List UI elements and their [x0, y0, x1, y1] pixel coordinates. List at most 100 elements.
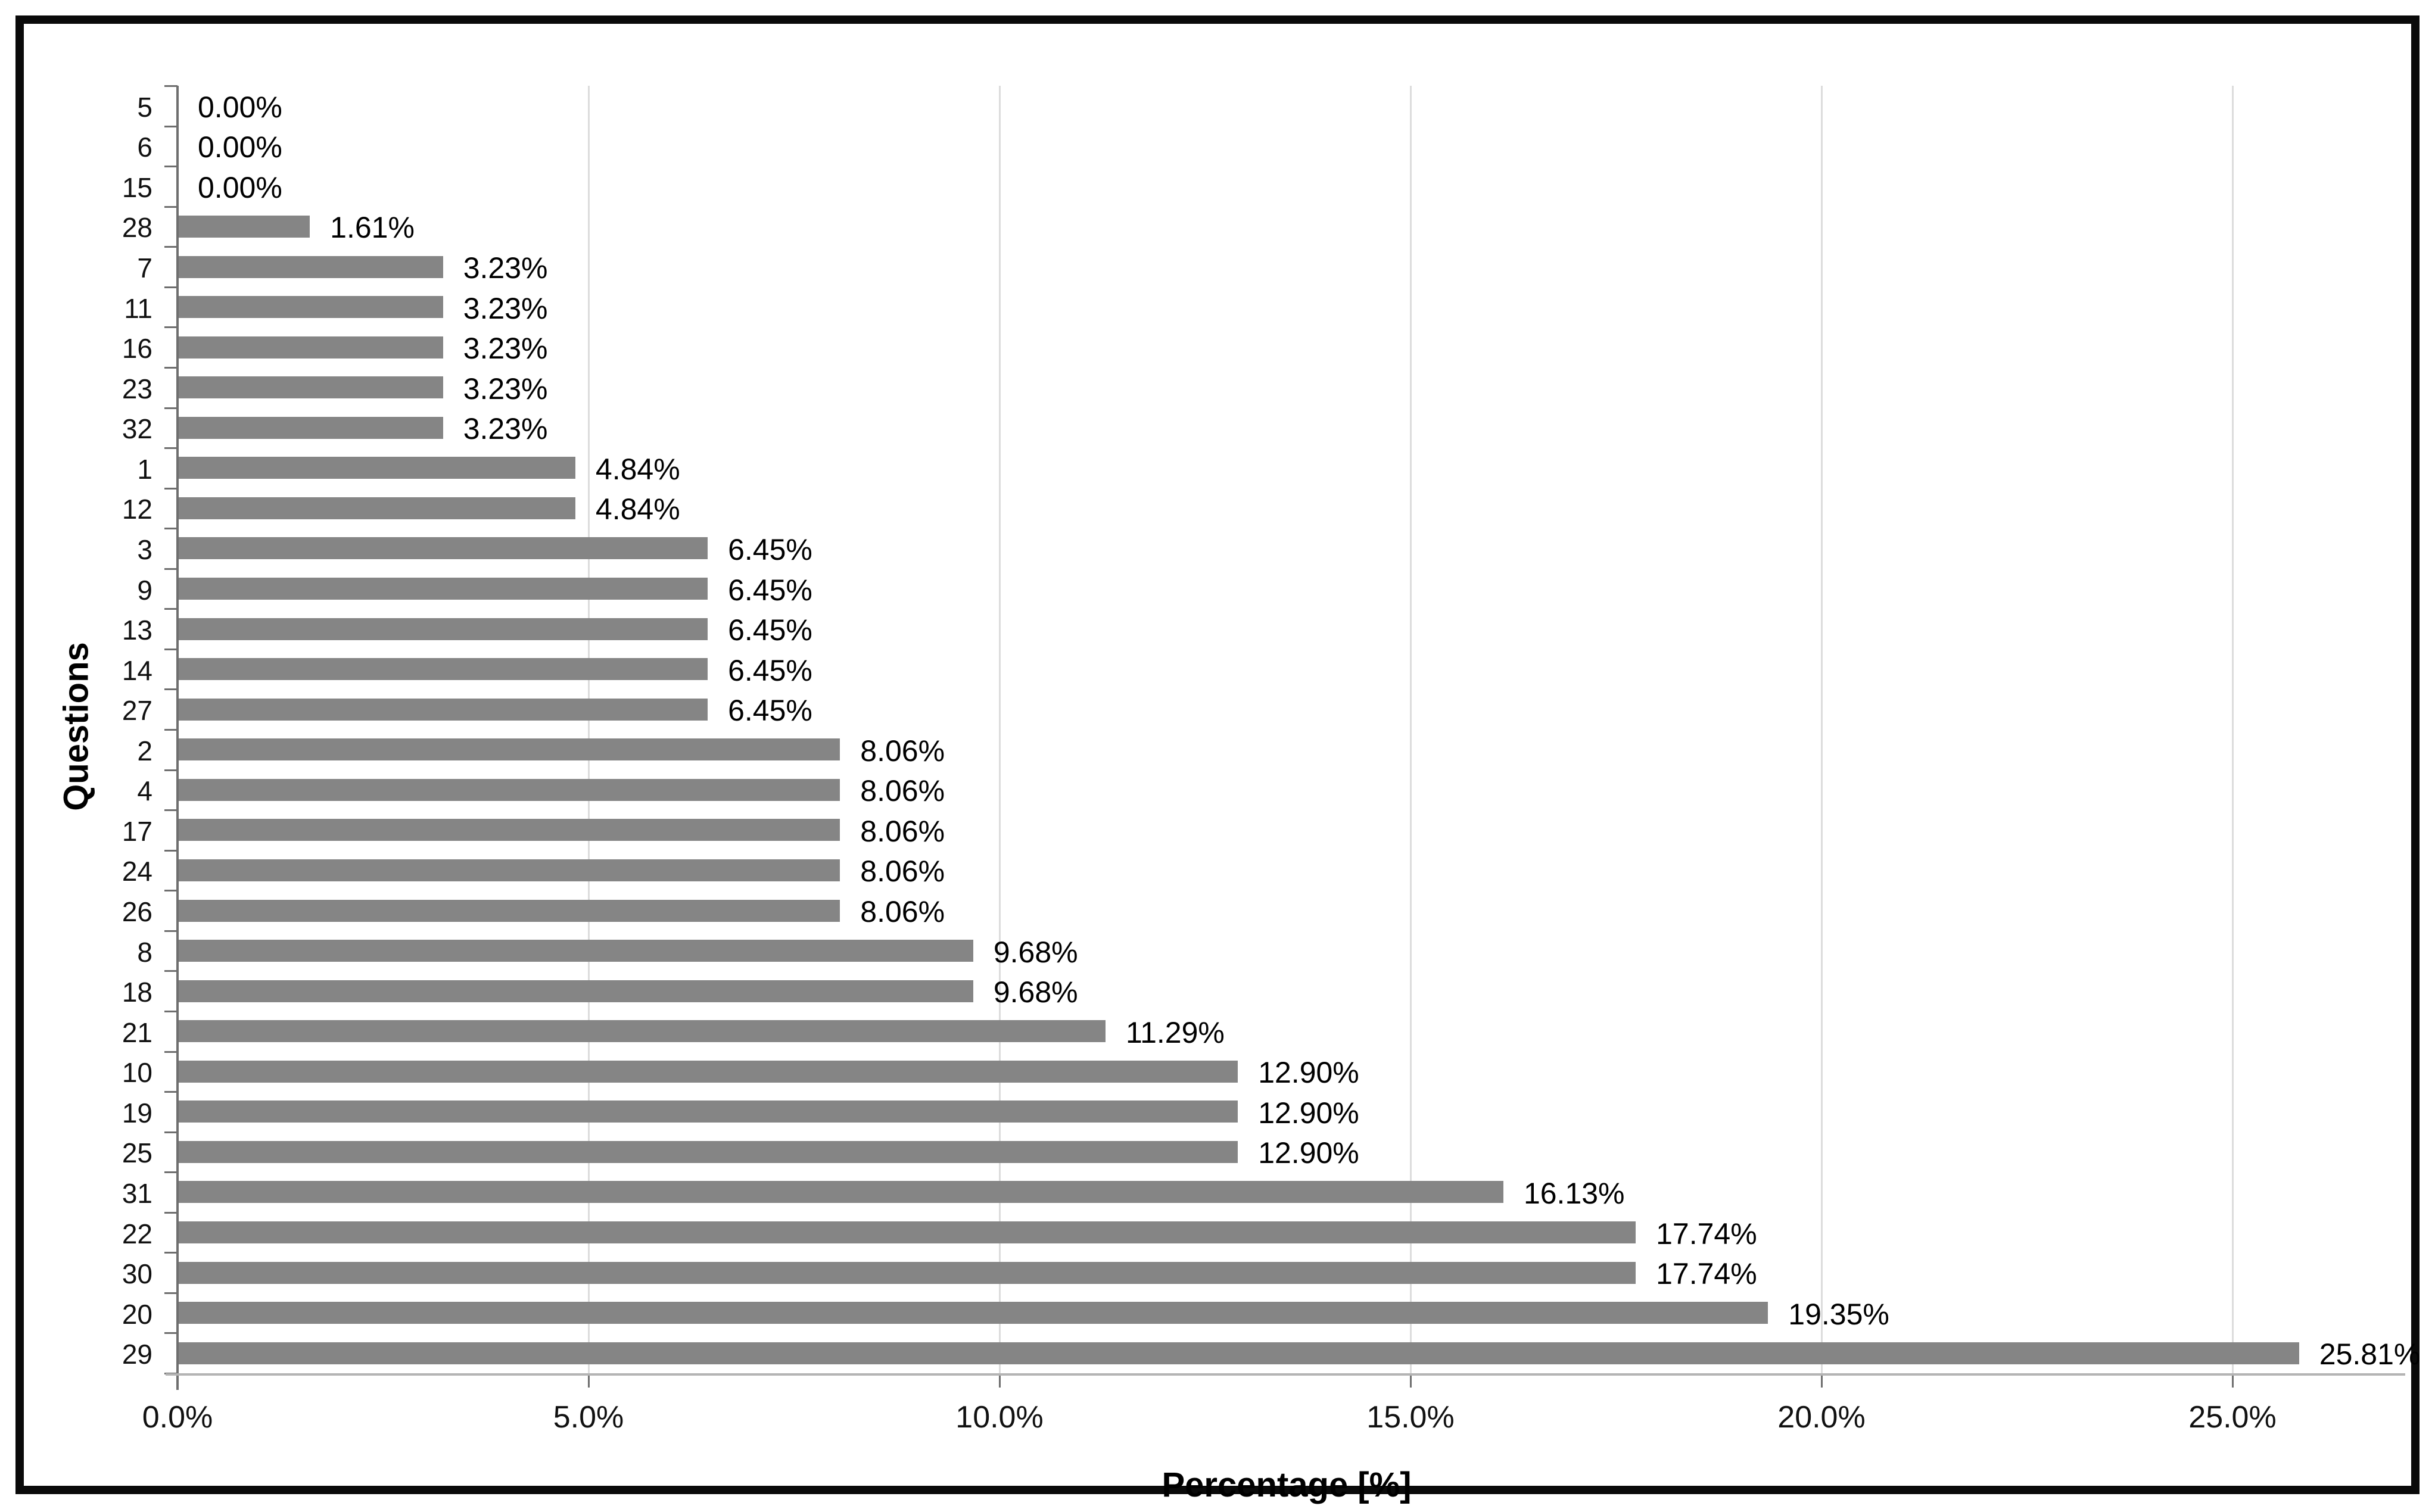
- bar-row-question-27: 6.45%: [178, 689, 2397, 729]
- bar-row-question-25: 12.90%: [178, 1132, 2397, 1173]
- value-label-question-5: 0.00%: [198, 90, 282, 124]
- bar-row-question-14: 6.45%: [178, 649, 2397, 690]
- y-axis-tick: [164, 849, 178, 852]
- y-axis-title: Questions: [57, 642, 96, 811]
- bar-question-21: [178, 1020, 1106, 1043]
- category-label-question-30: 30: [122, 1258, 152, 1290]
- category-label-question-3: 3: [137, 534, 152, 565]
- category-label-question-27: 27: [122, 695, 152, 727]
- bar-row-question-6: 0.00%: [178, 126, 2397, 167]
- category-label-question-22: 22: [122, 1218, 152, 1249]
- bar-row-question-2: 8.06%: [178, 729, 2397, 770]
- y-axis-tick: [164, 608, 178, 610]
- bar-question-2: [178, 738, 840, 761]
- bar-question-31: [178, 1181, 1503, 1204]
- value-label-question-19: 12.90%: [1258, 1096, 1359, 1130]
- value-label-question-20: 19.35%: [1788, 1297, 1889, 1331]
- value-label-question-10: 12.90%: [1258, 1056, 1359, 1090]
- y-axis-tick: [164, 125, 178, 127]
- value-label-question-15: 0.00%: [198, 170, 282, 204]
- category-label-question-24: 24: [122, 856, 152, 887]
- y-axis-tick: [164, 1332, 178, 1335]
- bar-row-question-23: 3.23%: [178, 367, 2397, 408]
- bar-row-question-32: 3.23%: [178, 408, 2397, 448]
- category-label-question-11: 11: [124, 292, 152, 324]
- category-label-question-20: 20: [122, 1298, 152, 1330]
- y-axis-line: [176, 86, 179, 1390]
- y-axis-tick: [164, 1252, 178, 1254]
- bar-row-question-11: 3.23%: [178, 287, 2397, 328]
- bar-row-question-8: 9.68%: [178, 931, 2397, 971]
- bar-row-question-15: 0.00%: [178, 166, 2397, 207]
- value-label-question-14: 6.45%: [728, 653, 812, 687]
- category-label-question-16: 16: [122, 333, 152, 364]
- bar-row-question-18: 9.68%: [178, 971, 2397, 1011]
- bar-question-22: [178, 1221, 1636, 1244]
- bar-row-question-22: 17.74%: [178, 1212, 2397, 1253]
- x-axis-tick-25pct: [2232, 1376, 2234, 1388]
- x-axis-tick-10pct: [999, 1376, 1001, 1388]
- bar-row-question-19: 12.90%: [178, 1092, 2397, 1132]
- y-axis-tick: [164, 166, 178, 168]
- bar-row-question-4: 8.06%: [178, 770, 2397, 810]
- gridline-20pct: [1821, 86, 1823, 1373]
- bar-question-29: [178, 1342, 2299, 1364]
- gridline-5pct: [588, 86, 590, 1373]
- category-label-question-31: 31: [122, 1177, 152, 1209]
- bar-question-13: [178, 618, 708, 640]
- x-axis-tick-20pct: [1821, 1376, 1823, 1388]
- y-axis-tick: [164, 648, 178, 650]
- category-label-question-5: 5: [137, 91, 152, 123]
- bar-row-question-7: 3.23%: [178, 247, 2397, 287]
- y-axis-tick: [164, 1292, 178, 1294]
- bar-question-19: [178, 1101, 1238, 1123]
- bar-question-17: [178, 819, 840, 841]
- x-tick-label-5pct: 5.0%: [553, 1400, 624, 1435]
- bar-row-question-5: 0.00%: [178, 86, 2397, 126]
- y-axis-tick: [164, 286, 178, 288]
- value-label-question-12: 4.84%: [595, 492, 680, 526]
- value-label-question-8: 9.68%: [993, 935, 1078, 969]
- bar-row-question-21: 11.29%: [178, 1011, 2397, 1052]
- y-axis-tick: [164, 809, 178, 812]
- x-axis-tick-0pct: [177, 1376, 179, 1388]
- value-label-question-28: 1.61%: [330, 211, 415, 245]
- value-label-question-9: 6.45%: [728, 573, 812, 607]
- x-tick-label-0pct: 0.0%: [142, 1400, 213, 1435]
- value-label-question-25: 12.90%: [1258, 1136, 1359, 1170]
- value-label-question-17: 8.06%: [860, 814, 945, 848]
- value-label-question-26: 8.06%: [860, 895, 945, 929]
- x-axis-title: Percentage [%]: [1162, 1466, 1412, 1504]
- bar-question-28: [178, 215, 310, 238]
- bar-row-question-3: 6.45%: [178, 528, 2397, 569]
- y-axis-tick: [164, 1171, 178, 1174]
- category-label-question-9: 9: [137, 574, 152, 606]
- y-axis-tick: [164, 568, 178, 570]
- bar-question-4: [178, 778, 840, 801]
- y-axis-tick: [164, 1091, 178, 1093]
- y-axis-tick: [164, 1050, 178, 1053]
- y-axis-tick: [164, 769, 178, 771]
- y-axis-tick: [164, 930, 178, 932]
- bar-row-question-31: 16.13%: [178, 1172, 2397, 1212]
- gridline-10pct: [999, 86, 1001, 1373]
- bar-row-question-10: 12.90%: [178, 1052, 2397, 1092]
- bar-row-question-20: 19.35%: [178, 1293, 2397, 1333]
- bar-question-3: [178, 537, 708, 560]
- category-label-question-14: 14: [122, 654, 152, 686]
- bar-row-question-9: 6.45%: [178, 569, 2397, 609]
- y-axis-tick: [164, 1211, 178, 1214]
- y-axis-tick: [164, 85, 178, 87]
- value-label-question-3: 6.45%: [728, 532, 812, 566]
- bar-row-question-16: 3.23%: [178, 327, 2397, 367]
- value-label-question-30: 17.74%: [1656, 1257, 1757, 1291]
- category-label-question-7: 7: [137, 252, 152, 284]
- category-label-question-21: 21: [122, 1017, 152, 1048]
- bar-question-10: [178, 1060, 1238, 1083]
- value-label-question-4: 8.06%: [860, 774, 945, 808]
- category-label-question-28: 28: [122, 212, 152, 244]
- x-axis-line: [166, 1373, 2405, 1376]
- value-label-question-27: 6.45%: [728, 694, 812, 728]
- value-label-question-31: 16.13%: [1523, 1176, 1625, 1210]
